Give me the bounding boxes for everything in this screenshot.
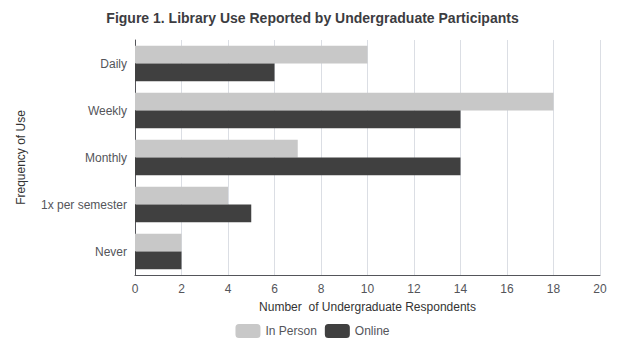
svg-text:8: 8 <box>318 282 325 296</box>
svg-text:2: 2 <box>178 282 185 296</box>
svg-text:Monthly: Monthly <box>85 151 127 165</box>
svg-text:16: 16 <box>500 282 514 296</box>
svg-text:12: 12 <box>407 282 421 296</box>
svg-text:Number of Undergraduate Respo: Number of Undergraduate Respondents <box>259 300 476 314</box>
svg-text:Weekly: Weekly <box>88 104 127 118</box>
svg-text:In Person: In Person <box>265 324 316 338</box>
svg-text:6: 6 <box>271 282 278 296</box>
svg-text:0: 0 <box>132 282 139 296</box>
svg-text:20: 20 <box>593 282 607 296</box>
svg-text:Never: Never <box>95 245 127 259</box>
svg-text:Frequency of Use: Frequency of Use <box>14 110 28 205</box>
svg-text:4: 4 <box>225 282 232 296</box>
svg-text:Online: Online <box>355 324 390 338</box>
svg-text:10: 10 <box>361 282 375 296</box>
svg-text:Figure 1. Library Use Reported: Figure 1. Library Use Reported by Underg… <box>106 10 519 26</box>
svg-text:1x per semester: 1x per semester <box>41 198 127 212</box>
svg-text:14: 14 <box>454 282 468 296</box>
svg-text:18: 18 <box>547 282 561 296</box>
svg-text:Daily: Daily <box>100 57 127 71</box>
